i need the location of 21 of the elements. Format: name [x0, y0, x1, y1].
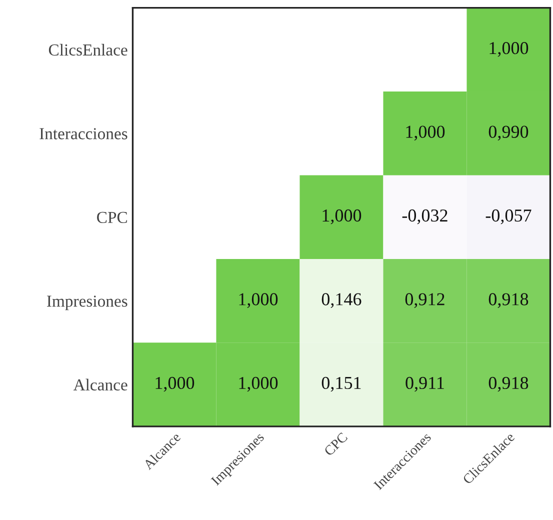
data-label: 0,918	[488, 293, 528, 308]
data-label: -0,032	[402, 209, 448, 224]
data-label: 1,000	[322, 209, 362, 224]
data-label: 0,911	[406, 376, 444, 392]
y-tick-label: Interacciones	[40, 128, 128, 140]
data-label: 0,912	[405, 293, 444, 308]
y-tick-label: Impresiones	[46, 296, 128, 310]
data-label: -0,057	[486, 209, 532, 224]
data-label: 0,146	[322, 293, 362, 308]
data-label: 1,000	[156, 376, 194, 392]
data-label: 1,000	[239, 293, 278, 308]
x-tick-label: CPC	[324, 432, 348, 456]
y-tick-label: ClicsEnlace	[48, 44, 128, 56]
data-label: 0,918	[488, 376, 528, 392]
data-label: 1,000	[490, 42, 528, 57]
data-label: 0,151	[322, 376, 361, 392]
y-tick-label: Alcance	[73, 378, 128, 390]
data-label: 1,000	[239, 376, 278, 392]
data-label: 0,990	[488, 126, 528, 140]
data-label: 1,000	[406, 126, 445, 140]
y-tick-label: CPC	[97, 212, 127, 224]
